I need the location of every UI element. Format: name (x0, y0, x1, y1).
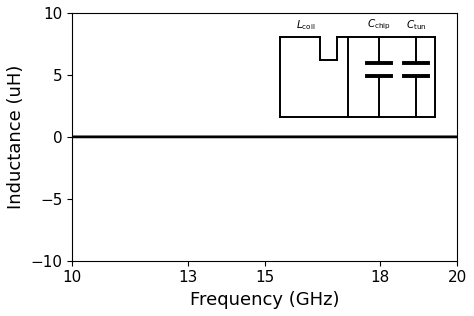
Y-axis label: Inductance (uH): Inductance (uH) (7, 65, 25, 209)
X-axis label: Frequency (GHz): Frequency (GHz) (190, 291, 339, 309)
